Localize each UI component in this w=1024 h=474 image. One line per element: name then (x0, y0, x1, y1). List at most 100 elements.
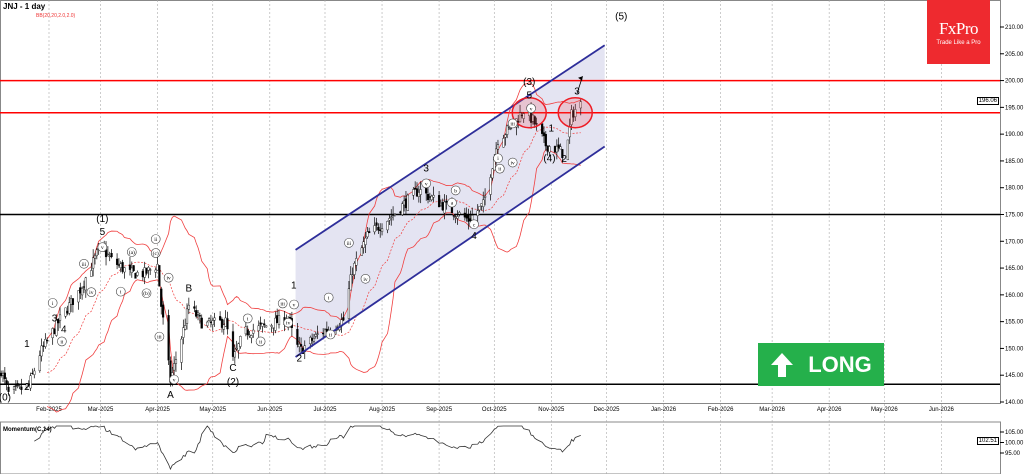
candle (211, 317, 214, 331)
candle-body (522, 113, 525, 119)
candle (90, 262, 93, 277)
candle-body (257, 325, 260, 331)
candle-body (141, 270, 144, 278)
candle (467, 208, 470, 230)
candle-body (506, 125, 509, 135)
candle (182, 319, 185, 345)
candle (42, 341, 45, 352)
candle-body (145, 267, 148, 274)
candle-body (471, 215, 474, 221)
candle (380, 223, 384, 236)
wave-circle (115, 286, 126, 297)
candle (20, 378, 23, 395)
candle-body (309, 337, 312, 344)
candle-body (452, 215, 455, 217)
candle-body (349, 274, 352, 291)
candle (38, 350, 41, 373)
x-tick-label: Jun-2025 (257, 407, 283, 413)
candle-body (502, 138, 505, 148)
candle-body (546, 145, 549, 152)
candle (77, 290, 80, 310)
candle-body (209, 321, 213, 323)
wave-label-group: (5) (615, 12, 627, 23)
y-tick-label: 145.00 (1005, 373, 1024, 379)
candle (360, 245, 363, 256)
candle-body (432, 194, 435, 198)
candle-body (136, 271, 139, 276)
candle (220, 317, 224, 333)
wave-label: (3) (523, 77, 535, 88)
candle-body (467, 214, 470, 222)
circled-wave-label: iv (507, 157, 518, 168)
candle-body (12, 386, 16, 390)
candle-body (161, 304, 165, 318)
momentum-panel-frame (0, 421, 1001, 474)
candle-body (482, 199, 485, 208)
candle-body (115, 258, 119, 265)
wave-circle (283, 317, 294, 328)
candle-body (553, 146, 557, 153)
candle-body (323, 329, 327, 337)
candle (147, 266, 150, 279)
candle (235, 340, 238, 351)
wave-circle-text: iv (511, 161, 516, 167)
wave-circle-text: b (454, 188, 457, 194)
candle (509, 127, 512, 131)
candle-body (296, 328, 299, 345)
candle-body (390, 216, 393, 218)
candle-body (250, 335, 253, 339)
candle-body (77, 290, 80, 303)
wave-circle (255, 336, 266, 347)
candle-body (246, 329, 249, 336)
candle (5, 377, 8, 391)
wave-label-group: 3 (52, 314, 58, 325)
y-tick-label: 140.00 (1005, 400, 1024, 406)
candle (219, 311, 222, 321)
candle (452, 214, 455, 221)
wave-label: 5 (100, 227, 106, 238)
wave-label-group: (3) (523, 77, 535, 88)
candle-body (158, 265, 161, 287)
fxpro-logo: FxPro Trade Like a Pro (927, 0, 990, 64)
candle (316, 325, 319, 339)
circled-wave-label: v (97, 242, 108, 252)
candle (388, 214, 391, 226)
candle-body (231, 331, 235, 357)
candle-body (574, 109, 577, 117)
candle-body (476, 210, 479, 216)
wave-label-group: (2) (227, 377, 239, 388)
candle-body (51, 328, 54, 339)
candle-body (463, 212, 466, 218)
candle-body (426, 193, 430, 200)
candle (160, 286, 163, 315)
candle (198, 312, 201, 324)
candle-body (456, 216, 459, 219)
candle (167, 309, 170, 366)
wave-label-group: 1 (291, 280, 297, 291)
wave-label-group: 4 (61, 324, 67, 335)
candle-body (7, 386, 10, 392)
candle (373, 217, 376, 235)
wave-circle-text: ii (60, 339, 64, 345)
y-tick-label: 160.00 (1005, 293, 1024, 299)
x-tick-label: Mar-2026 (759, 407, 785, 413)
candle-body (106, 253, 109, 256)
candle (108, 251, 111, 262)
candle (377, 223, 380, 235)
wave-label-group: A (167, 390, 174, 401)
wave-circle (494, 163, 505, 174)
wave-circle-text: v (425, 181, 428, 187)
candle (443, 194, 446, 220)
wave-label: 1 (549, 123, 555, 134)
candle-body (206, 321, 209, 326)
candle-body (219, 316, 222, 321)
candle-body (160, 288, 163, 307)
candle (213, 312, 216, 327)
candle-body (81, 288, 84, 296)
candle-body (134, 273, 137, 279)
candle (161, 301, 165, 325)
candle (40, 338, 43, 362)
candle (196, 310, 200, 321)
